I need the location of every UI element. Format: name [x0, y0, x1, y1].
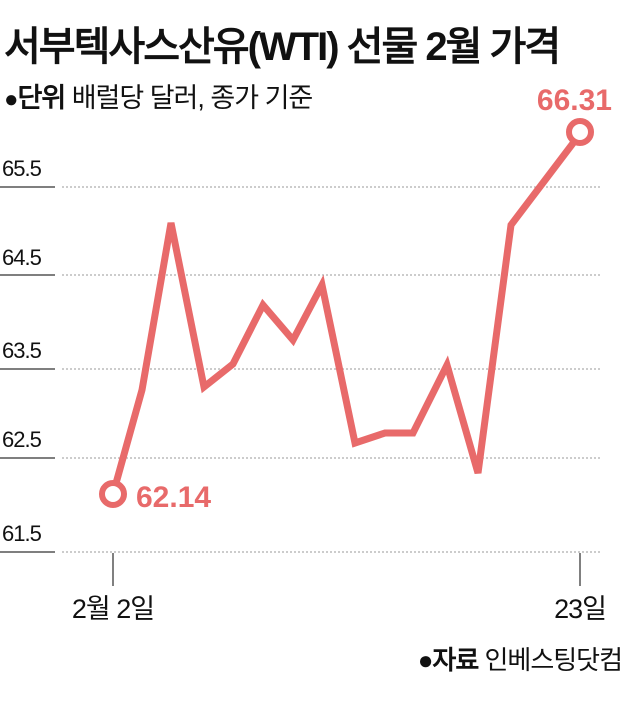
unit-key: 단위 [17, 83, 67, 113]
unit-note: ●단위 배럴당 달러, 종가 기준 [4, 76, 314, 115]
bullet-icon: ● [4, 86, 18, 113]
chart-title: 서부텍사스산유(WTI) 선물 2월 가격 [4, 25, 561, 69]
source-key: 자료 [432, 645, 479, 675]
x-tick-label-start: 2월 2일 [72, 594, 154, 624]
x-tick-label-end: 23일 [554, 594, 606, 624]
unit-text: 배럴당 달러, 종가 기준 [65, 83, 314, 113]
y-axis: 65.5 64.5 63.5 62.5 61.5 [0, 156, 600, 553]
y-tick-label: 64.5 [2, 245, 42, 270]
x-axis: 2월 2일 23일 [72, 553, 607, 624]
price-line [109, 130, 584, 498]
end-value-label: 66.31 [537, 84, 612, 117]
y-tick-label: 61.5 [2, 521, 42, 546]
start-value-label: 62.14 [136, 481, 211, 514]
y-tick-label: 62.5 [2, 427, 42, 452]
end-point-marker [566, 118, 594, 146]
start-point-marker [99, 480, 127, 508]
y-tick-label: 65.5 [2, 156, 42, 181]
source-text: 인베스팅닷컴 [478, 645, 623, 675]
source-note: ●자료 인베스팅닷컴 [417, 640, 623, 677]
y-tick-label: 63.5 [2, 338, 42, 363]
bullet-icon: ● [417, 645, 434, 675]
